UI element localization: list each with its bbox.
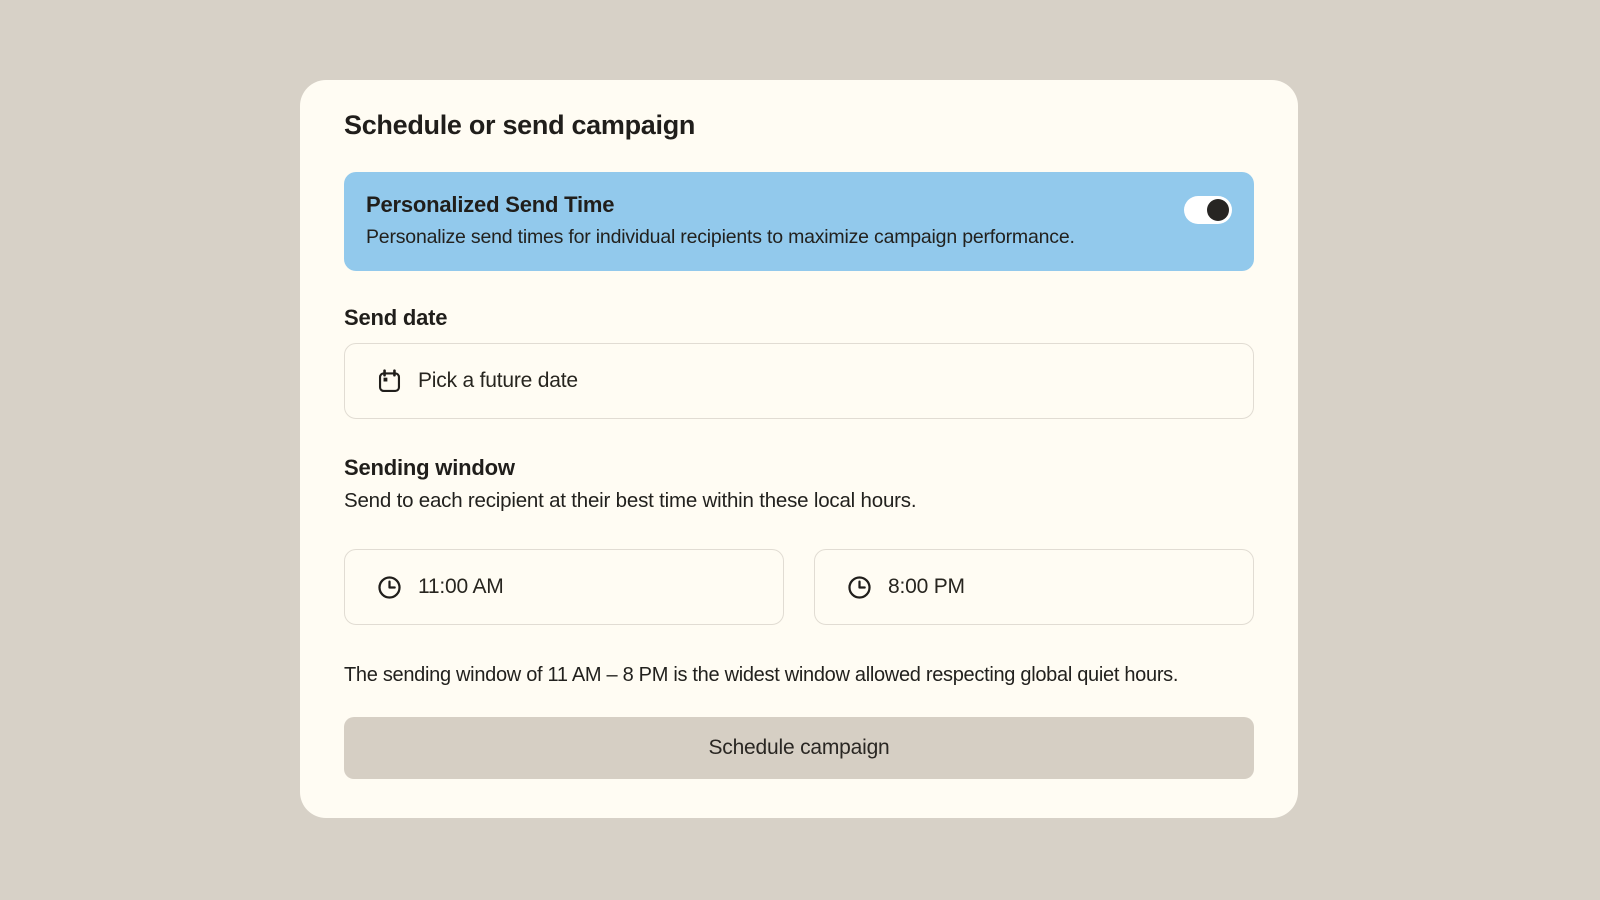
sending-window-time-row: 11:00 AM 8:00 PM xyxy=(344,549,1254,626)
send-date-label: Send date xyxy=(344,305,448,331)
toggle-knob xyxy=(1207,199,1229,222)
personalized-send-time-description: Personalize send times for individual re… xyxy=(366,226,1075,249)
send-date-placeholder: Pick a future date xyxy=(418,369,578,393)
personalized-send-time-text: Personalized Send Time Personalize send … xyxy=(366,192,1075,250)
personalized-send-time-banner: Personalized Send Time Personalize send … xyxy=(344,172,1254,272)
personalized-send-time-toggle[interactable] xyxy=(1184,196,1232,225)
window-start-time-value: 11:00 AM xyxy=(418,575,504,599)
window-end-time-value: 8:00 PM xyxy=(888,575,965,599)
sending-window-label: Sending window xyxy=(344,455,515,481)
window-end-time-field[interactable]: 8:00 PM xyxy=(814,549,1254,626)
send-date-field[interactable]: Pick a future date xyxy=(344,343,1254,420)
schedule-campaign-button[interactable]: Schedule campaign xyxy=(344,717,1254,780)
calendar-icon xyxy=(376,368,403,395)
personalized-send-time-title: Personalized Send Time xyxy=(366,192,615,218)
sending-window-note: The sending window of 11 AM – 8 PM is th… xyxy=(344,664,1179,687)
sending-window-description: Send to each recipient at their best tim… xyxy=(344,488,917,512)
window-start-time-field[interactable]: 11:00 AM xyxy=(344,549,784,626)
page-title: Schedule or send campaign xyxy=(344,110,696,140)
clock-icon xyxy=(846,574,873,601)
clock-icon xyxy=(376,574,403,601)
schedule-campaign-card: Schedule or send campaign Personalized S… xyxy=(300,80,1298,818)
